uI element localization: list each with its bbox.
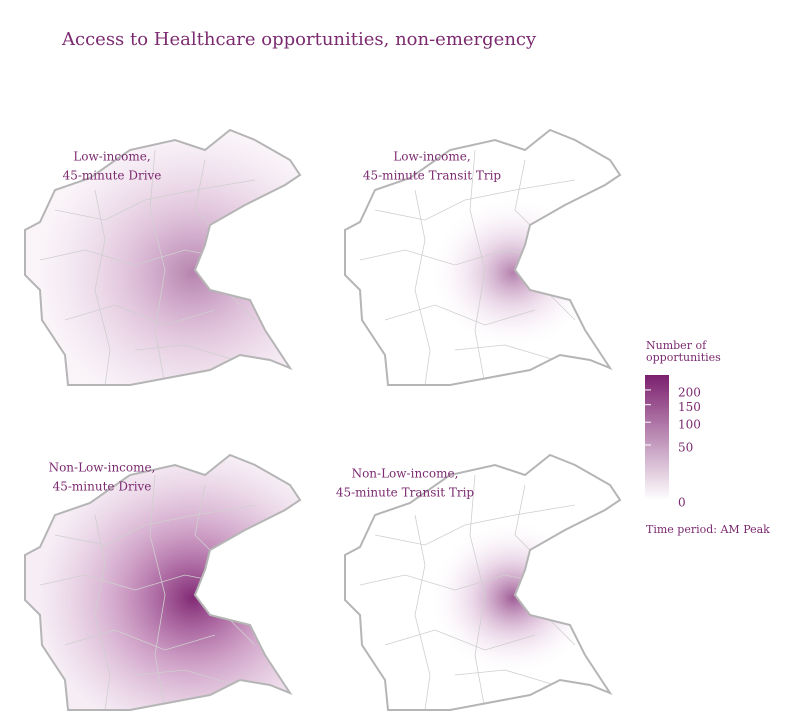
legend-tick-label: 100 [678, 418, 701, 432]
title: Access to Healthcare opportunities, non-… [61, 29, 537, 50]
panel-label: Non-Low-income, [49, 461, 156, 475]
panel-label: Low-income, [393, 150, 470, 164]
legend-title: opportunities [646, 351, 721, 364]
panel-label: Low-income, [73, 150, 150, 164]
panel-label: 45-minute Drive [63, 169, 162, 183]
legend-title: Number of [646, 339, 707, 352]
legend-tick-label: 200 [678, 385, 701, 399]
panel-labels: Low-income, 45-minute Drive Low-income, 45-… [49, 150, 502, 500]
panel-label: 45-minute Transit Trip [336, 486, 475, 500]
note: Time period: AM Peak [646, 523, 770, 536]
panel-label: 45-minute Drive [53, 480, 152, 494]
panel-label: 45-minute Transit Trip [363, 169, 502, 183]
legend-colorbar [645, 375, 669, 500]
legend-tick-label: 150 [678, 400, 701, 414]
map-panel [24, 454, 301, 711]
panel-label: Non-Low-income, [352, 467, 459, 481]
legend-tick-label: 50 [678, 440, 693, 454]
legend-tick-label: 0 [678, 496, 686, 510]
